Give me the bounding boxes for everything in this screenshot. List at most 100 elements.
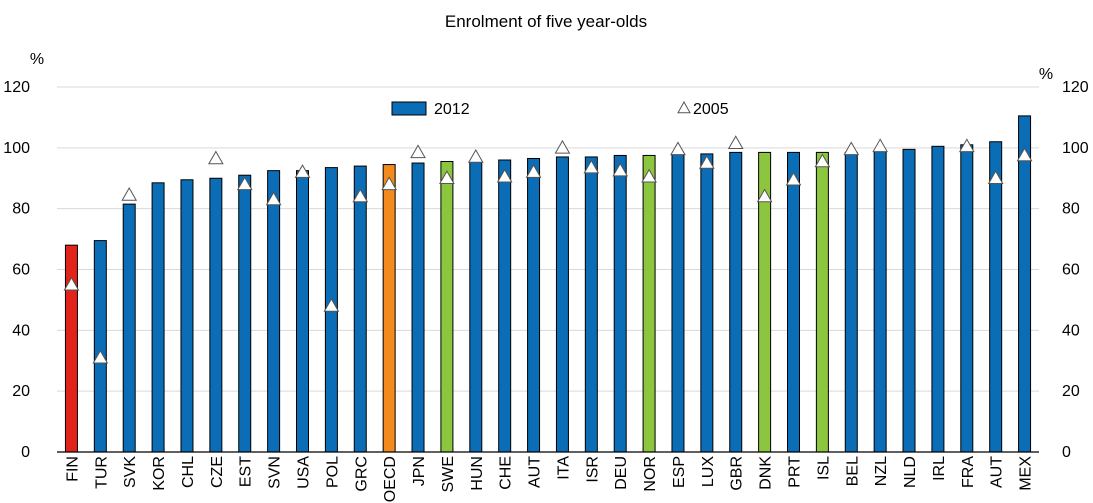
marker-2005-ita <box>554 139 571 154</box>
bar-nor <box>642 154 656 453</box>
bar-esp <box>671 153 685 453</box>
x-tick-label: ESP <box>671 456 688 488</box>
bar-hun <box>469 161 483 453</box>
bar-grc <box>353 165 367 453</box>
x-tick-label: USA <box>296 456 313 489</box>
marker-2005-usa <box>294 164 311 178</box>
legend: 2012 2005 <box>391 100 729 118</box>
y-axis-unit-right: % <box>1039 66 1053 83</box>
x-tick-label: NOR <box>642 456 659 492</box>
marker-2005-svn <box>265 191 282 206</box>
x-tick-label: LUX <box>700 456 717 487</box>
x-tick-label: NZL <box>873 456 890 486</box>
x-tick-label: FIN <box>64 456 81 482</box>
bar-oecd <box>382 164 396 453</box>
y-tick-label-left: 40 <box>12 322 30 339</box>
x-tick-label: NLD <box>902 456 919 488</box>
bar-usa <box>296 170 309 453</box>
y-axis-unit-left: % <box>30 51 44 68</box>
x-tick-label: ISR <box>584 456 601 483</box>
marker-2005-nor <box>641 168 657 183</box>
bar-aut <box>989 141 1003 453</box>
x-tick-label: GRC <box>353 456 370 492</box>
x-tick-label: KOR <box>151 456 168 491</box>
bar-lux <box>700 153 714 453</box>
marker-2005-mex <box>1016 147 1033 162</box>
y-tick-label-left: 20 <box>12 383 30 400</box>
x-tick-label: DEU <box>613 456 630 490</box>
x-tick-label: CHE <box>498 456 515 490</box>
marker-2005-isl <box>814 153 831 168</box>
x-tick-label: ITA <box>555 456 572 480</box>
x-tick-label: AUT <box>989 456 1006 488</box>
y-tick-label-right: 60 <box>1062 262 1080 279</box>
y-tick-label-right: 40 <box>1062 322 1080 339</box>
y-tick-label-left: 100 <box>3 140 30 157</box>
marker-2005-fra <box>958 138 975 153</box>
bar-mex <box>1018 115 1032 453</box>
y-tick-label-right: 20 <box>1062 383 1080 400</box>
x-tick-label: PRT <box>787 456 804 488</box>
x-tick-label: ISL <box>815 456 832 480</box>
y-tick-label-right: 0 <box>1062 444 1071 461</box>
y-tick-label-right: 80 <box>1062 201 1080 218</box>
x-tick-label: DNK <box>758 456 775 490</box>
x-tick-label: JPN <box>411 456 428 486</box>
marker-2005-est <box>236 176 253 191</box>
x-tick-label: EST <box>238 456 255 487</box>
bar-jpn <box>411 162 425 453</box>
bar-nzl <box>873 150 887 453</box>
bar-fra <box>960 144 974 453</box>
y-tick-label-right: 120 <box>1062 79 1089 96</box>
axes: 0 0 20 20 40 40 60 60 80 80 100 100 120 120 FIN TUR SVK K… <box>3 79 1089 502</box>
x-tick-label: IRL <box>931 456 948 481</box>
x-tick-label: MEX <box>1018 456 1035 491</box>
bar-ita <box>555 156 569 453</box>
bar-fin <box>64 244 78 453</box>
marker-2005-esp <box>670 141 686 156</box>
legend-label-2012: 2012 <box>434 101 470 118</box>
marker-2005-svk <box>121 186 138 201</box>
x-tick-label: GBR <box>729 456 746 491</box>
x-tick-label: CHL <box>180 456 197 488</box>
bar-nld <box>902 148 916 453</box>
bar-bel <box>844 151 858 453</box>
bar-isl <box>815 151 829 453</box>
x-tick-label: BEL <box>844 456 861 486</box>
markers-2005 <box>63 135 1033 364</box>
x-tick-label: CZE <box>209 456 226 488</box>
y-tick-label-right: 100 <box>1062 140 1089 157</box>
bar-che <box>498 159 512 453</box>
marker-2005-aut <box>525 164 542 178</box>
x-tick-label: POL <box>324 456 341 488</box>
marker-2005-tur <box>92 349 109 364</box>
marker-2005-grc <box>352 188 369 203</box>
bar-deu <box>613 154 627 453</box>
y-tick-label-left: 80 <box>12 201 30 218</box>
marker-2005-cze <box>207 150 224 165</box>
marker-2005-deu <box>612 162 629 177</box>
bar-irl <box>931 145 945 453</box>
bar-isr <box>584 156 598 453</box>
x-tick-label: SWE <box>440 456 457 492</box>
y-tick-label-left: 120 <box>3 79 30 96</box>
bar-svn <box>267 170 281 453</box>
marker-2005-jpn <box>410 144 426 159</box>
bar-tur <box>93 240 107 453</box>
bar-est <box>238 174 252 453</box>
x-tick-label: FRA <box>960 456 977 488</box>
marker-2005-aut <box>987 170 1004 184</box>
bar-chl <box>180 179 194 453</box>
chart-title: Enrolment of five year-olds <box>445 12 647 31</box>
marker-2005-oecd <box>381 176 398 191</box>
bars <box>64 115 1032 453</box>
marker-2005-swe <box>439 170 455 184</box>
x-tick-label: OECD <box>382 456 399 502</box>
marker-2005-pol <box>323 297 340 312</box>
marker-2005-che <box>496 168 513 183</box>
y-tick-label-left: 60 <box>12 262 30 279</box>
marker-2005-nzl <box>872 138 889 153</box>
marker-2005-prt <box>785 171 802 186</box>
